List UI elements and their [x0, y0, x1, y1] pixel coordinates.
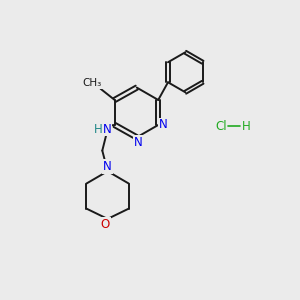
Text: CH₃: CH₃ [83, 79, 102, 88]
Text: O: O [100, 218, 110, 231]
Text: H: H [94, 123, 102, 136]
Text: H: H [242, 120, 250, 133]
Text: N: N [103, 123, 112, 136]
Text: Cl: Cl [215, 120, 226, 133]
Text: N: N [103, 160, 112, 173]
Text: N: N [159, 118, 168, 131]
Text: N: N [134, 136, 143, 149]
